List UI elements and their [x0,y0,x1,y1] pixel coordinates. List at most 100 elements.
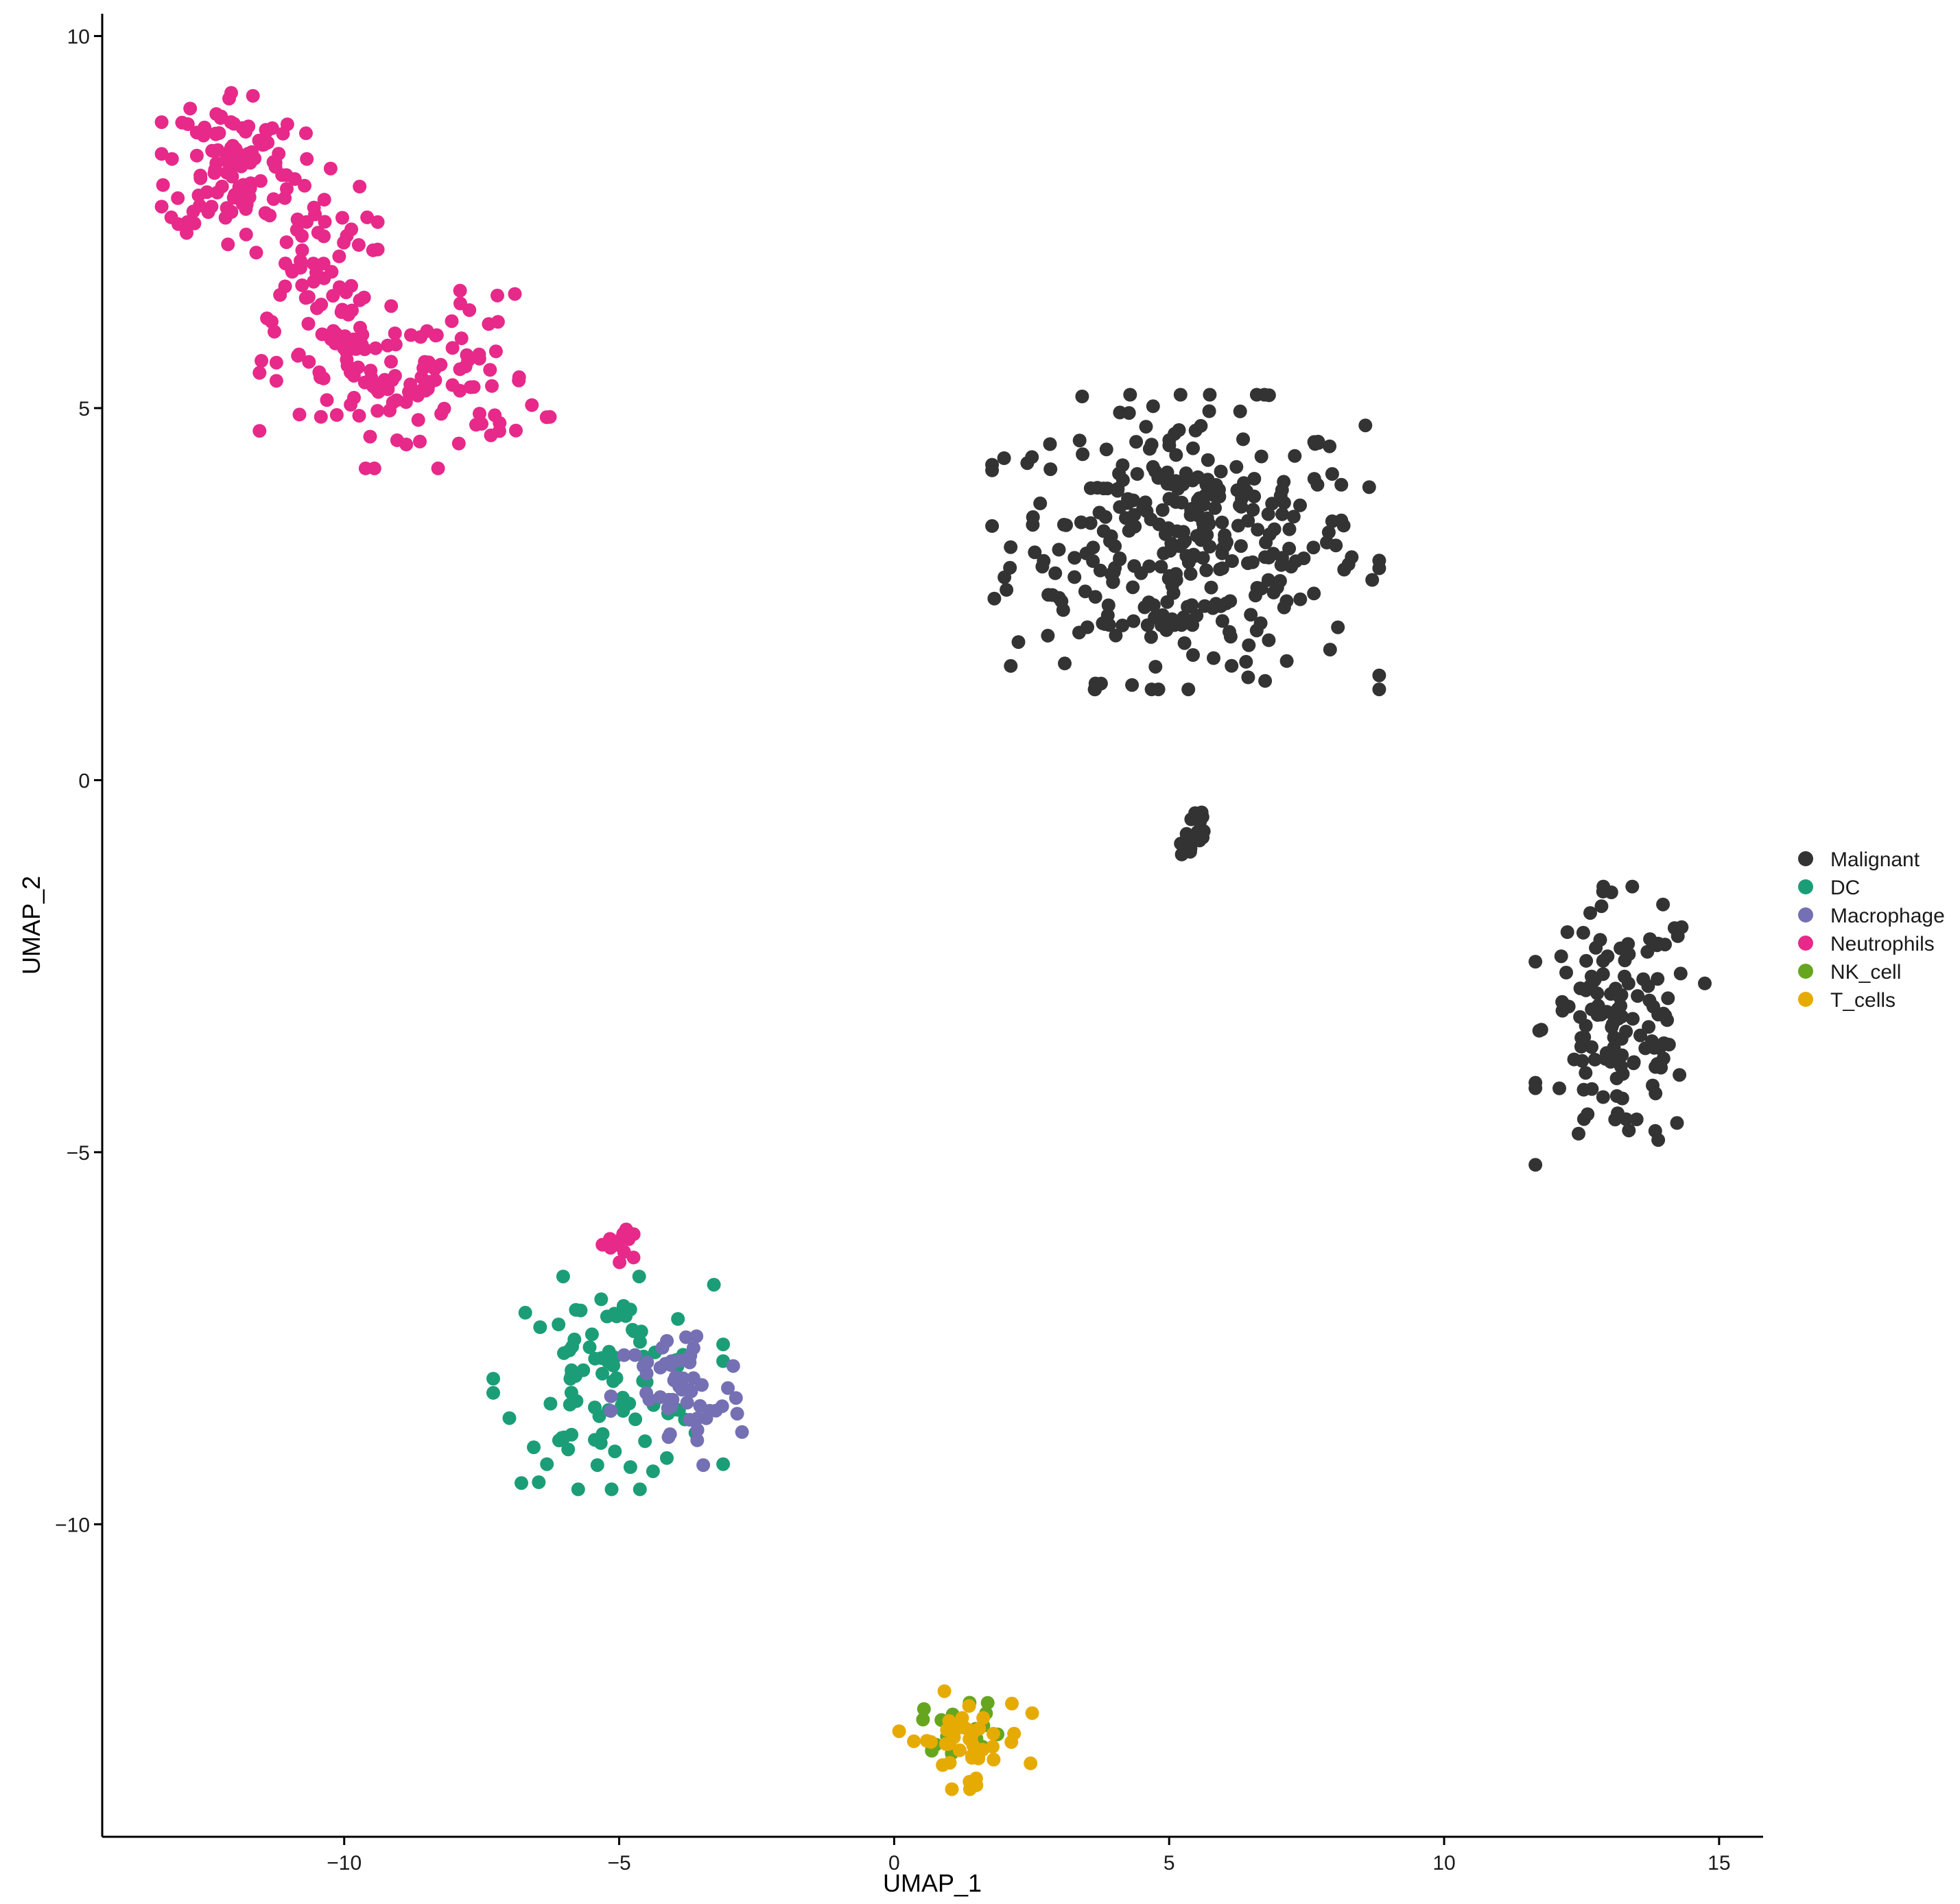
data-point [482,317,496,331]
data-point [292,347,306,361]
data-point [298,178,311,193]
data-point [646,1464,660,1479]
data-point [290,212,305,226]
data-point [1185,501,1199,516]
legend-label: Neutrophils [1830,933,1935,955]
data-point [969,1778,984,1792]
data-point [1552,1081,1566,1095]
data-point [165,152,179,166]
data-point [255,354,269,368]
data-point [1190,529,1204,543]
data-point [671,1312,685,1326]
data-point [344,222,359,237]
data-point [1307,586,1321,601]
data-point [1596,1090,1610,1104]
data-point [1155,471,1169,485]
y-tick-label: −5 [67,1142,90,1165]
data-point [1126,614,1141,628]
data-point [508,287,522,301]
data-point [1341,557,1356,571]
legend-key [1798,964,1813,979]
data-point [616,1404,630,1418]
data-point [1025,450,1039,464]
data-point [280,182,294,196]
data-point [1126,493,1140,508]
data-point [588,1351,602,1366]
data-point [1649,1086,1663,1101]
y-tick-label: 10 [67,26,90,49]
data-point [665,1354,678,1368]
data-point [1590,1008,1605,1022]
data-point [1658,1009,1673,1023]
data-point [1279,594,1294,608]
data-point [1629,1112,1644,1126]
data-point [1249,588,1262,603]
data-point [595,1427,610,1441]
data-point [1618,953,1632,968]
data-point [1115,458,1130,473]
data-point [1323,643,1337,657]
data-point [1075,390,1089,403]
data-point [212,126,226,140]
data-point [364,364,378,378]
data-point [509,423,523,438]
data-point [1122,523,1136,538]
data-point [437,401,451,416]
data-point [1334,477,1349,492]
data-point [1225,658,1239,673]
data-point [473,407,486,421]
data-point [370,215,385,229]
data-point [377,372,392,387]
data-point [1560,925,1574,939]
data-point [347,390,361,405]
data-point [1532,1023,1546,1038]
data-point [626,1227,641,1241]
data-point [180,117,195,131]
data-point [1142,559,1157,573]
data-point [1109,628,1123,643]
data-point [1528,1081,1543,1095]
data-point [1186,547,1201,562]
data-point [323,161,338,176]
data-point [1190,825,1205,840]
y-tick-label: 0 [78,770,90,792]
data-point [952,1743,967,1757]
data-point [539,410,554,425]
data-point [916,1713,930,1727]
data-point [1146,399,1160,414]
data-point [1186,441,1200,455]
data-point [1662,1038,1676,1051]
data-point [1157,546,1171,560]
data-point [299,126,313,141]
data-point [730,1407,744,1421]
data-point [937,1684,952,1698]
data-point [445,314,459,329]
data-point [716,1337,731,1352]
data-point [1028,545,1042,560]
data-point [1625,879,1640,894]
data-point [527,1440,541,1455]
data-point [986,1739,1000,1754]
legend-item-macrophage: Macrophage [1798,905,1945,927]
data-point [226,139,240,153]
data-point [1113,500,1127,514]
data-point [1177,636,1192,650]
data-point [1247,472,1262,486]
data-point [1093,563,1107,578]
data-point [1336,519,1351,533]
data-point [686,1371,700,1385]
data-point [628,1412,643,1427]
data-point [1233,404,1247,418]
legend-label: NK_cell [1830,961,1901,984]
data-point [1607,1040,1621,1055]
data-point [388,326,402,340]
data-point [1307,472,1321,486]
data-point [1642,1020,1656,1034]
data-point [183,102,198,116]
data-point [563,1397,577,1412]
data-point [220,165,234,180]
data-point [318,215,332,229]
data-point [1102,618,1116,632]
data-point [623,1302,637,1317]
